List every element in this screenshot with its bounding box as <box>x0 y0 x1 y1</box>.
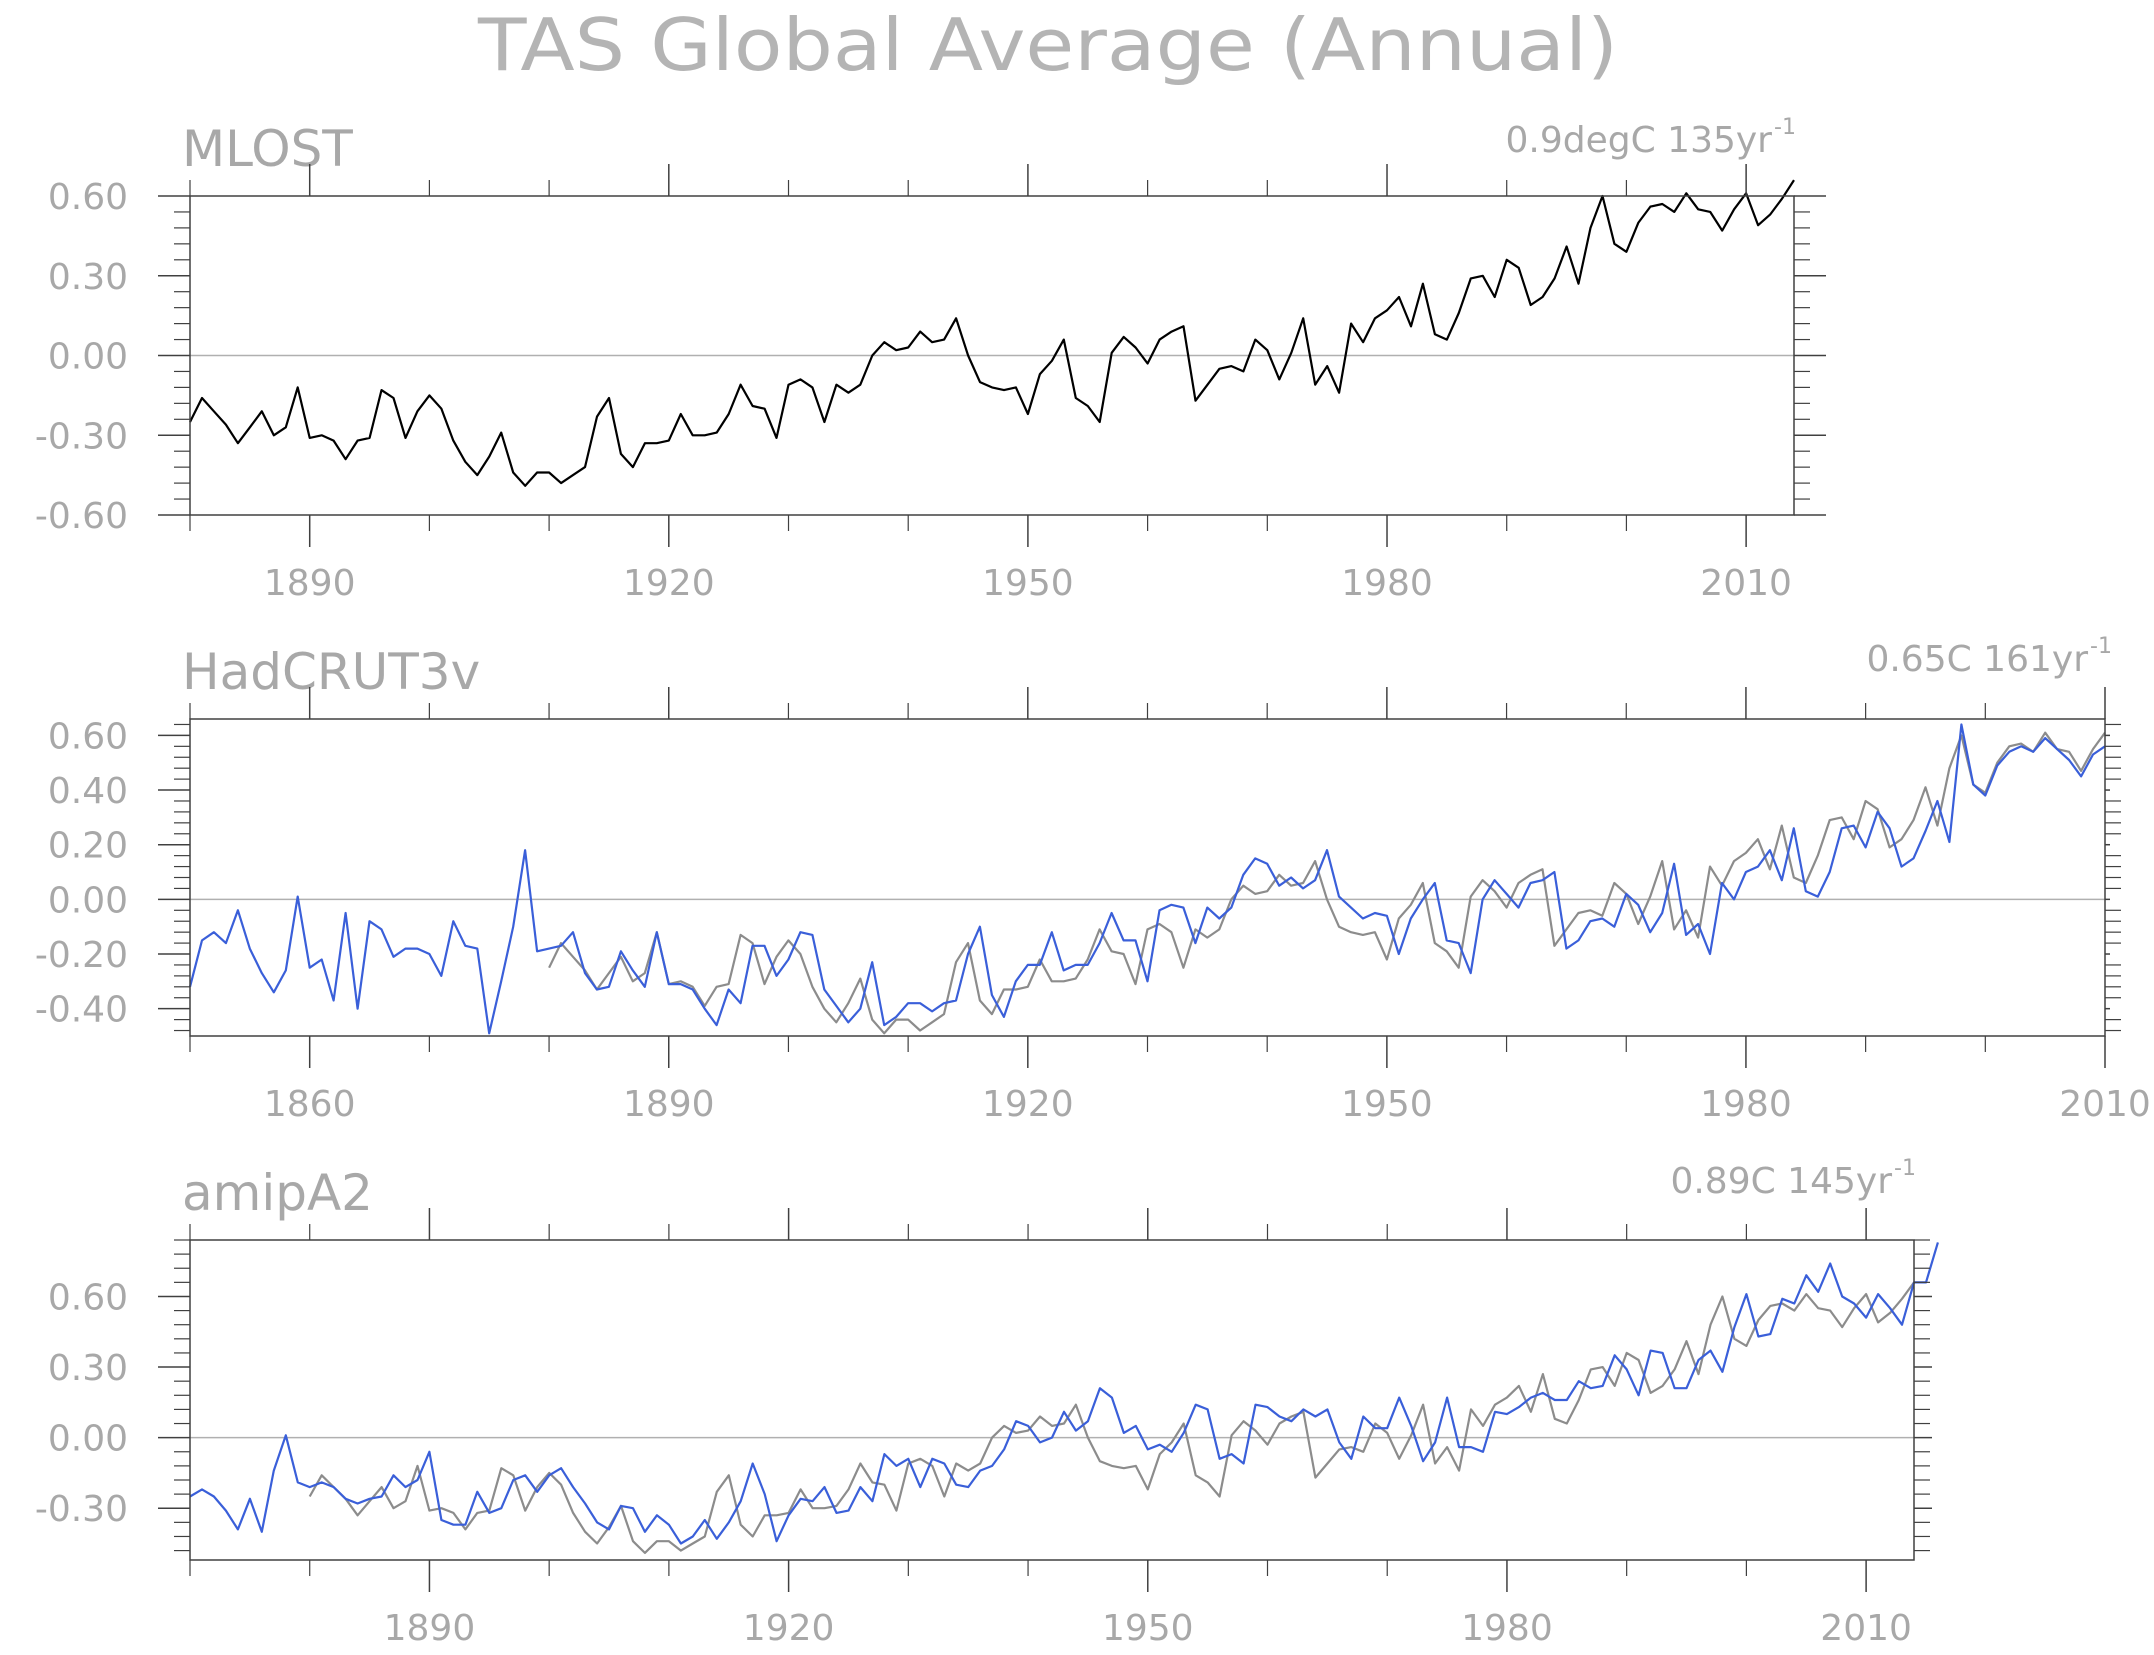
x-tick-label: 1890 <box>623 1084 715 1125</box>
panel-title: MLOST <box>182 120 353 178</box>
y-tick-label: 0.00 <box>48 1419 128 1460</box>
y-tick-label: -0.40 <box>35 990 128 1031</box>
y-tick-label: 0.60 <box>48 716 128 757</box>
y-tick-label: 0.60 <box>48 1277 128 1318</box>
x-tick-label: 1890 <box>384 1608 476 1649</box>
x-tick-label: 1980 <box>1461 1608 1553 1649</box>
trend-annotation: 0.9degC 135yr <box>1505 120 1772 161</box>
trend-annotation-sup: -1 <box>1774 115 1796 140</box>
plot-frame <box>189 1239 1915 1561</box>
x-tick-label: 1920 <box>982 1084 1074 1125</box>
x-tick-label: 1920 <box>623 563 715 604</box>
trend-annotation: 0.89C 145yr <box>1670 1161 1892 1202</box>
x-tick-label: 1980 <box>1700 1084 1792 1125</box>
x-tick-label: 1950 <box>1341 1084 1433 1125</box>
figure-title: TAS Global Average (Annual) <box>477 3 1618 87</box>
trend-annotation-sup: -1 <box>1894 1156 1916 1181</box>
y-tick-label: 0.20 <box>48 826 128 867</box>
y-tick-label: 0.60 <box>48 177 128 218</box>
y-tick-label: -0.30 <box>35 416 128 457</box>
plot-frame <box>189 718 2106 1037</box>
trend-annotation: 0.65C 161yr <box>1866 639 2088 680</box>
y-tick-label: -0.20 <box>35 935 128 976</box>
series-line-0 <box>548 731 2106 1035</box>
y-tick-label: -0.60 <box>35 496 128 537</box>
y-tick-label: 0.00 <box>48 880 128 921</box>
series-line-1 <box>188 723 2106 1035</box>
y-tick-label: -0.30 <box>35 1489 128 1530</box>
x-tick-label: 1980 <box>1341 563 1433 604</box>
y-tick-label: 0.30 <box>48 257 128 298</box>
x-tick-label: 1950 <box>1102 1608 1194 1649</box>
panel-0: MLOST 0.9degC 135yr -1 1890 1920 1950 1980 2010… <box>35 115 1826 604</box>
panel-1: HadCRUT3v 0.65C 161yr -1 1860 1890 1920 1950 19… <box>35 634 2151 1125</box>
series-line-0 <box>189 179 1795 487</box>
x-tick-label: 2010 <box>2059 1084 2151 1125</box>
series-line-1 <box>189 1242 1939 1545</box>
x-tick-label: 2010 <box>1700 563 1792 604</box>
y-tick-label: 0.30 <box>48 1348 128 1389</box>
x-tick-label: 1890 <box>264 563 356 604</box>
x-tick-label: 2010 <box>1820 1608 1912 1649</box>
panel-title: HadCRUT3v <box>182 643 480 701</box>
y-tick-label: 0.00 <box>48 337 128 378</box>
x-tick-label: 1860 <box>264 1084 356 1125</box>
trend-annotation-sup: -1 <box>2090 634 2112 659</box>
x-tick-label: 1920 <box>743 1608 835 1649</box>
panel-title: amipA2 <box>182 1164 373 1222</box>
series-line-0 <box>308 1281 1915 1555</box>
panel-2: amipA2 0.89C 145yr -1 1890 1920 1950 1980 2010 -… <box>35 1156 1939 1649</box>
x-tick-label: 1950 <box>982 563 1074 604</box>
y-tick-label: 0.40 <box>48 771 128 812</box>
